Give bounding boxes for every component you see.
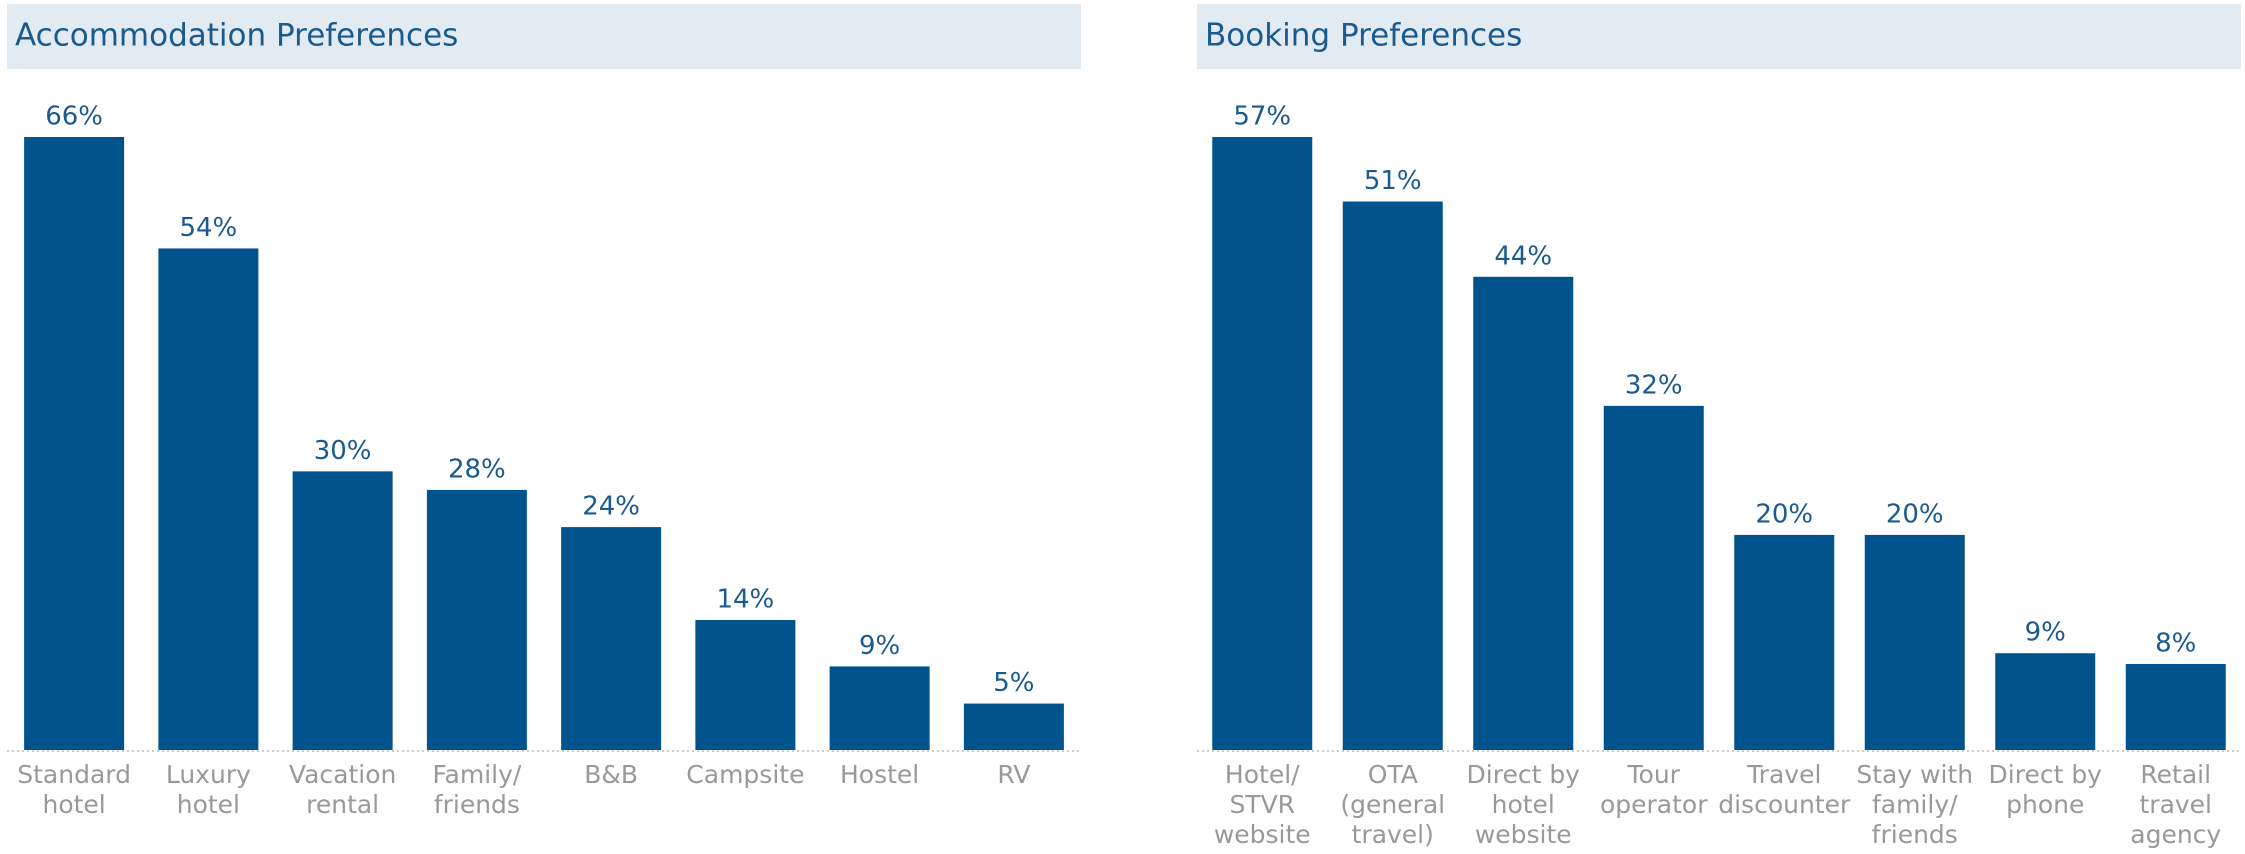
value-label: 8%	[2155, 628, 2196, 658]
chart-title: Accommodation Preferences	[15, 18, 458, 54]
category-label: Hotel/STVR website	[1214, 760, 1311, 849]
value-label: 44%	[1494, 241, 1552, 271]
bar	[24, 137, 125, 750]
value-label: 51%	[1364, 166, 1422, 196]
category-label: Direct by phone	[1989, 760, 2103, 819]
bar	[1603, 405, 1704, 750]
value-label: 30%	[314, 436, 372, 466]
bar	[695, 619, 796, 750]
value-label: 32%	[1625, 370, 1683, 400]
bar	[1864, 534, 1965, 750]
value-label: 5%	[993, 668, 1034, 698]
bar	[1734, 534, 1835, 750]
bar	[2125, 663, 2226, 750]
category-label: Retail travel agency	[2130, 760, 2221, 849]
category-label: Family/friends	[432, 760, 521, 819]
value-label: 28%	[448, 454, 506, 484]
bar	[963, 703, 1064, 750]
value-label: 57%	[1233, 102, 1291, 132]
value-label: 24%	[582, 492, 640, 522]
category-label: Luxury hotel	[166, 760, 251, 819]
category-label: Tour operator	[1600, 760, 1708, 819]
bar	[426, 489, 527, 750]
bar	[561, 527, 662, 750]
chart-title: Booking Preferences	[1205, 18, 1522, 54]
title-band	[1197, 4, 2241, 69]
category-label: RV	[997, 760, 1030, 789]
category-label: OTA (general travel)	[1340, 760, 1445, 849]
bar	[158, 248, 259, 751]
value-label: 54%	[179, 213, 237, 243]
value-label: 9%	[2025, 618, 2066, 648]
category-label: Stay with family/friends	[1856, 760, 1973, 849]
value-label: 9%	[859, 631, 900, 661]
value-label: 14%	[716, 584, 774, 614]
value-label: 20%	[1755, 499, 1813, 529]
category-label: Vacation rental	[289, 760, 396, 819]
bar	[292, 471, 393, 750]
value-label: 66%	[45, 102, 103, 132]
bar	[1212, 137, 1313, 750]
category-label: Travel discounter	[1718, 760, 1851, 819]
category-label: Hostel	[840, 760, 919, 789]
category-label: Standard hotel	[17, 760, 131, 819]
value-label: 20%	[1886, 499, 1944, 529]
title-band	[7, 4, 1081, 69]
bar	[1342, 201, 1443, 751]
bar	[829, 666, 930, 750]
category-label: Campsite	[686, 760, 804, 789]
bar	[1473, 276, 1574, 750]
category-label: Direct by hotel website	[1467, 760, 1581, 849]
bar	[1995, 653, 2096, 750]
category-label: B&B	[584, 760, 638, 789]
